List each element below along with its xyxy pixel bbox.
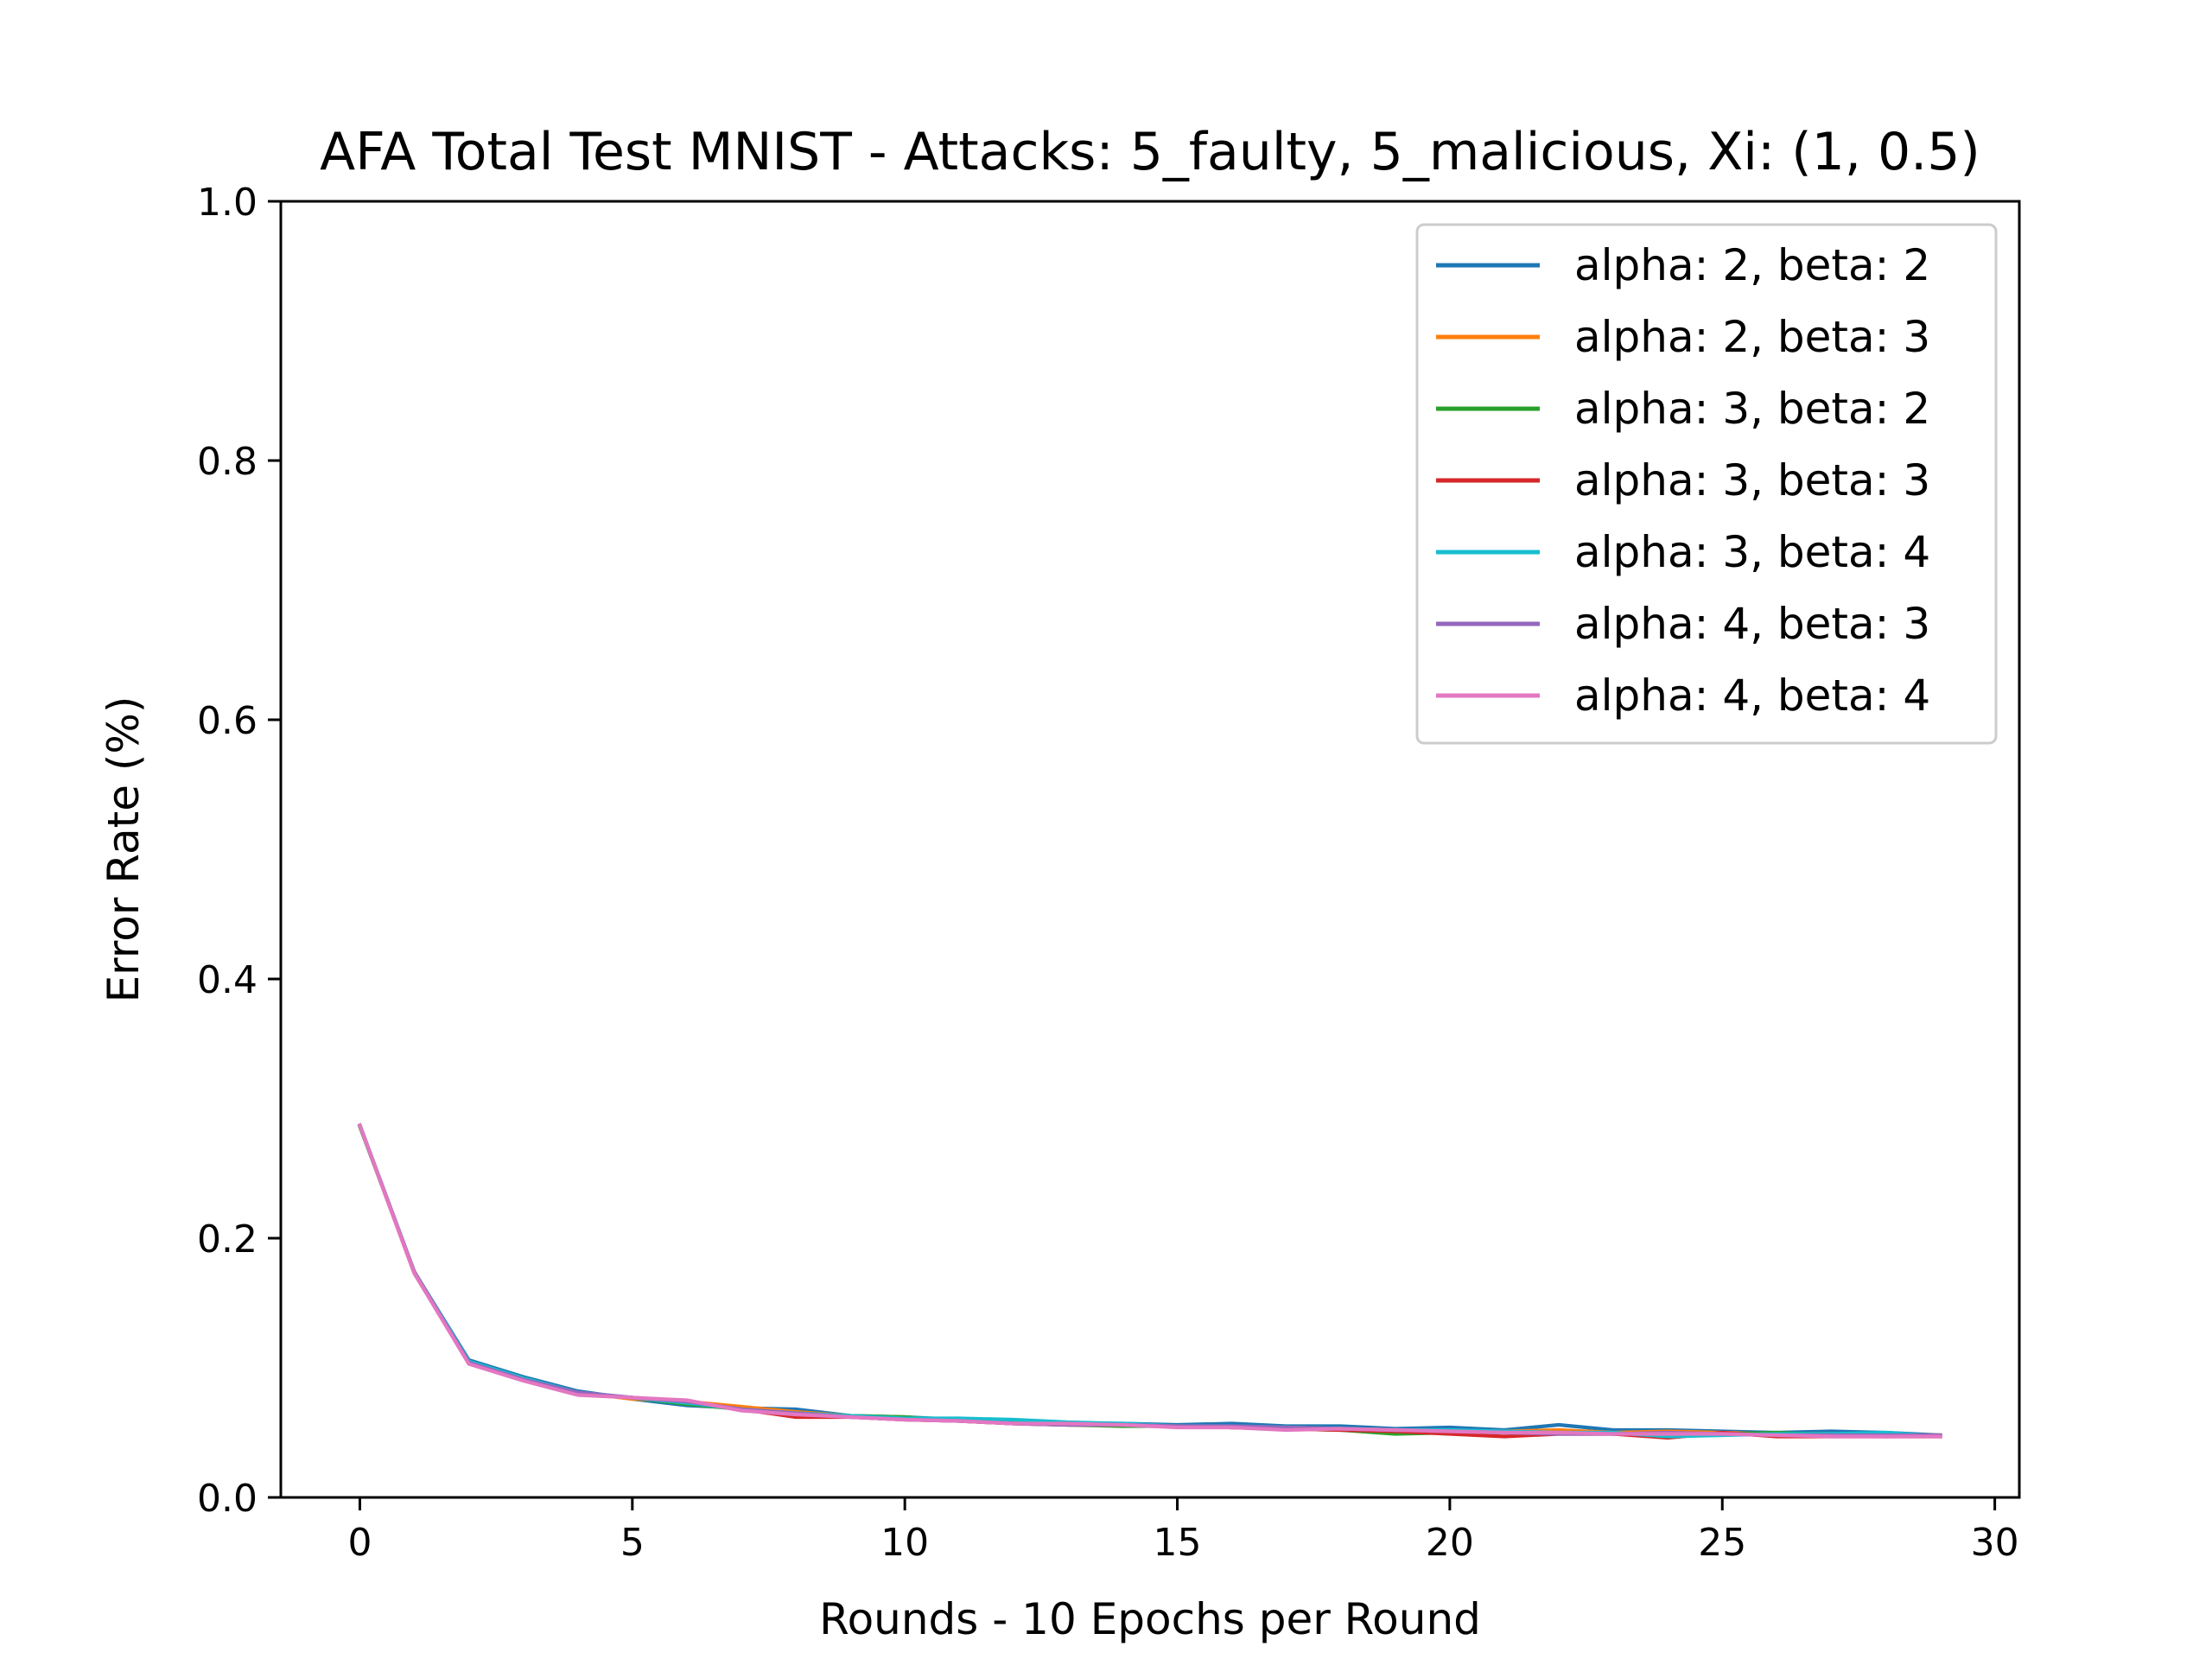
x-tick-label: 10 <box>880 1521 929 1565</box>
legend-label: alpha: 4, beta: 3 <box>1574 599 1930 649</box>
plot-frame <box>279 200 2021 1499</box>
x-axis-label: Rounds - 10 Epochs per Round <box>819 1594 1481 1644</box>
y-tick-label: 0.6 <box>197 699 257 743</box>
chart-title: AFA Total Test MNIST - Attacks: 5_faulty… <box>320 122 1980 182</box>
y-axis-ticks: 0.0 0.2 0.4 0.6 0.8 1.0 <box>197 181 281 1521</box>
x-tick-label: 25 <box>1698 1521 1746 1565</box>
y-tick-label: 1.0 <box>197 181 257 225</box>
x-axis-ticks: 0 5 10 15 20 25 30 <box>347 1497 2019 1565</box>
legend-label: alpha: 4, beta: 4 <box>1574 671 1930 721</box>
legend-label: alpha: 2, beta: 2 <box>1574 240 1930 290</box>
y-axis-label: Error Rate (%) <box>99 696 149 1003</box>
legend: alpha: 2, beta: 2 alpha: 2, beta: 3 alpha:… <box>1415 223 1998 745</box>
y-tick-label: 0.8 <box>197 440 257 484</box>
x-tick-label: 0 <box>347 1521 372 1565</box>
x-tick-label: 30 <box>1971 1521 2019 1565</box>
legend-label: alpha: 3, beta: 4 <box>1574 527 1930 577</box>
x-tick-label: 5 <box>620 1521 645 1565</box>
y-tick-label: 0.0 <box>197 1477 257 1521</box>
series-layer <box>357 1122 1942 1440</box>
y-tick-label: 0.2 <box>197 1217 257 1262</box>
x-tick-label: 20 <box>1426 1521 1474 1565</box>
series-line-7 <box>357 1122 1942 1439</box>
legend-box <box>1415 223 1998 745</box>
x-tick-label: 15 <box>1154 1521 1202 1565</box>
legend-label: alpha: 3, beta: 2 <box>1574 384 1930 434</box>
legend-label: alpha: 3, beta: 3 <box>1574 455 1930 505</box>
y-tick-label: 0.4 <box>197 958 257 1002</box>
legend-label: alpha: 2, beta: 3 <box>1574 312 1930 362</box>
